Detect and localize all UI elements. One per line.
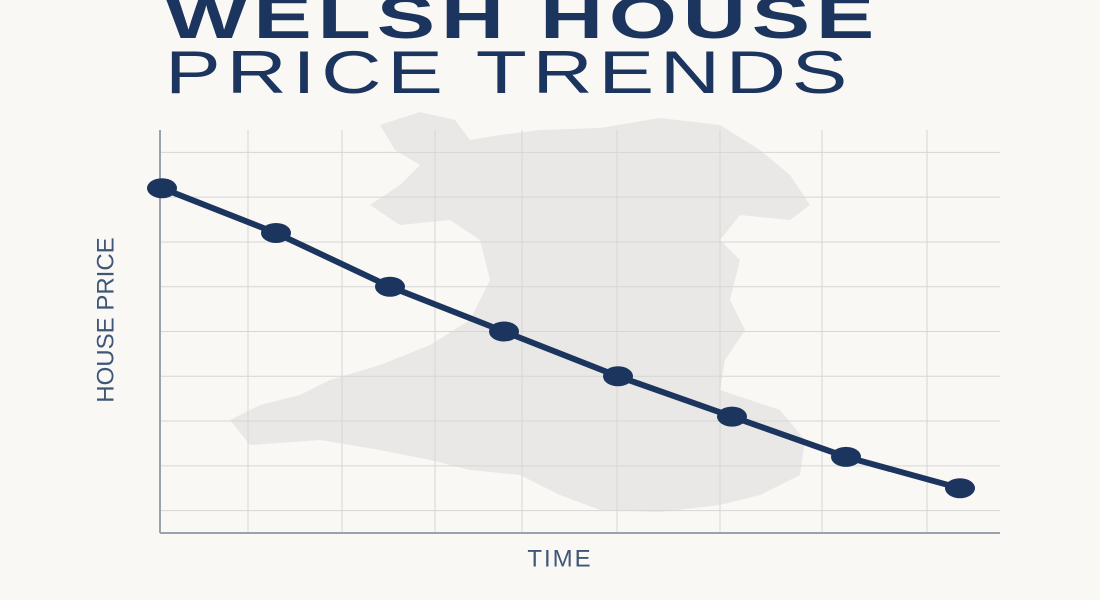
x-axis-label: TIME <box>527 545 592 572</box>
data-point <box>147 178 177 199</box>
wales-map <box>230 112 810 512</box>
data-point <box>945 478 975 499</box>
data-point <box>375 276 405 297</box>
data-point <box>603 366 633 387</box>
chart-title: PRICE TRENDS <box>165 39 853 106</box>
data-point <box>261 222 291 243</box>
data-point <box>831 446 861 467</box>
data-point <box>489 321 519 342</box>
data-point <box>717 406 747 427</box>
chart-title: WELSH HOUSE <box>165 0 880 51</box>
data-line <box>160 185 961 492</box>
y-axis-label: HOUSE PRICE <box>92 237 119 402</box>
